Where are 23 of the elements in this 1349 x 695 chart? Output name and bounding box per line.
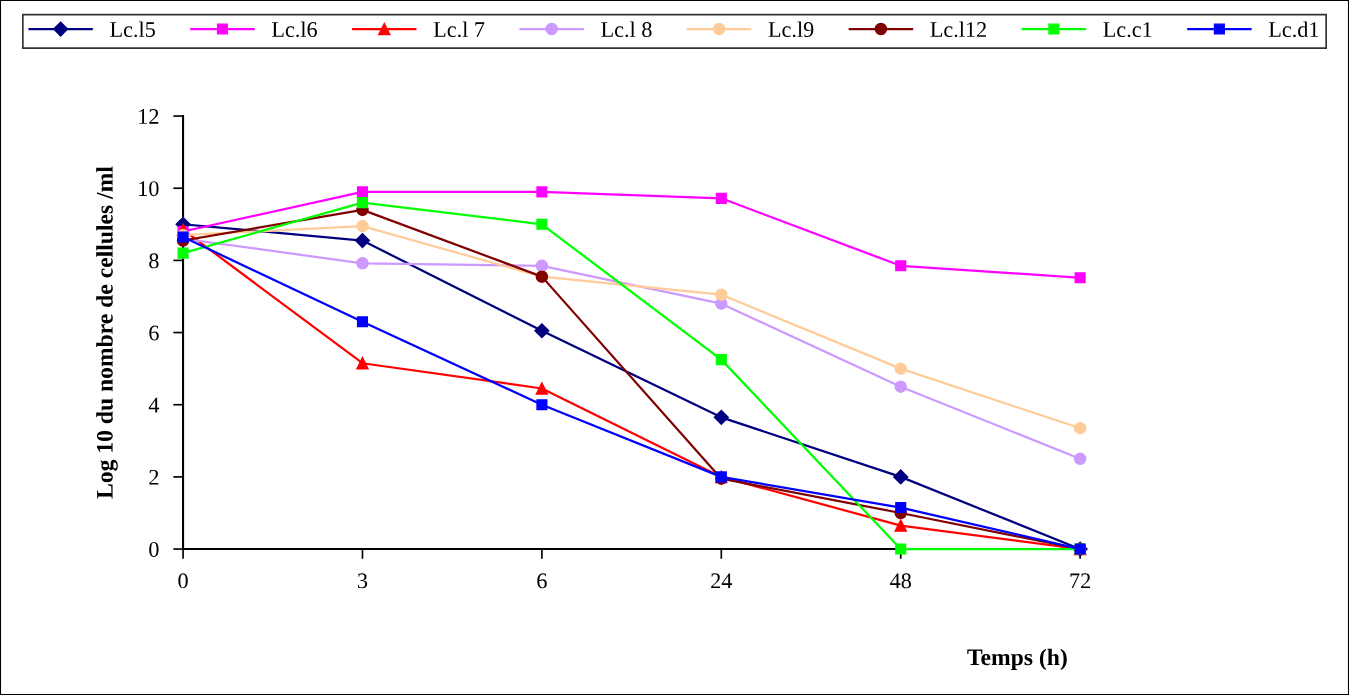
y-tick-label: 10 [139,181,159,197]
x-tick-label: 24 [711,573,733,589]
y-tick-label: 2 [149,469,159,485]
legend-label: Lc.l6 [271,21,317,38]
legend-label: Lc.l 8 [601,21,652,38]
legend-label: Lc.c1 [1103,22,1152,38]
y-tick-label: 12 [139,109,159,124]
y-tick-label: 4 [148,397,160,413]
x-tick-label: 3 [357,573,368,589]
legend-label: Lc.l9 [768,21,814,38]
legend-label: Lc.l5 [110,21,155,38]
y-tick-label: 0 [149,541,159,557]
x-axis-title: Temps (h) [967,648,1067,671]
y-tick-label: 8 [149,253,159,269]
legend-label: Lc.l 7 [433,21,485,38]
y-axis-title: Log 10 du nombre de cellules /ml [96,166,118,499]
x-tick-label: 48 [890,573,911,589]
x-tick-label: 6 [537,573,547,589]
legend-label: Lc.l12 [930,21,986,38]
y-tick-label: 6 [149,325,159,341]
legend-label: Lc.d1 [1268,21,1319,38]
x-tick-label: 72 [1070,573,1091,589]
x-tick-label: 0 [178,573,188,589]
